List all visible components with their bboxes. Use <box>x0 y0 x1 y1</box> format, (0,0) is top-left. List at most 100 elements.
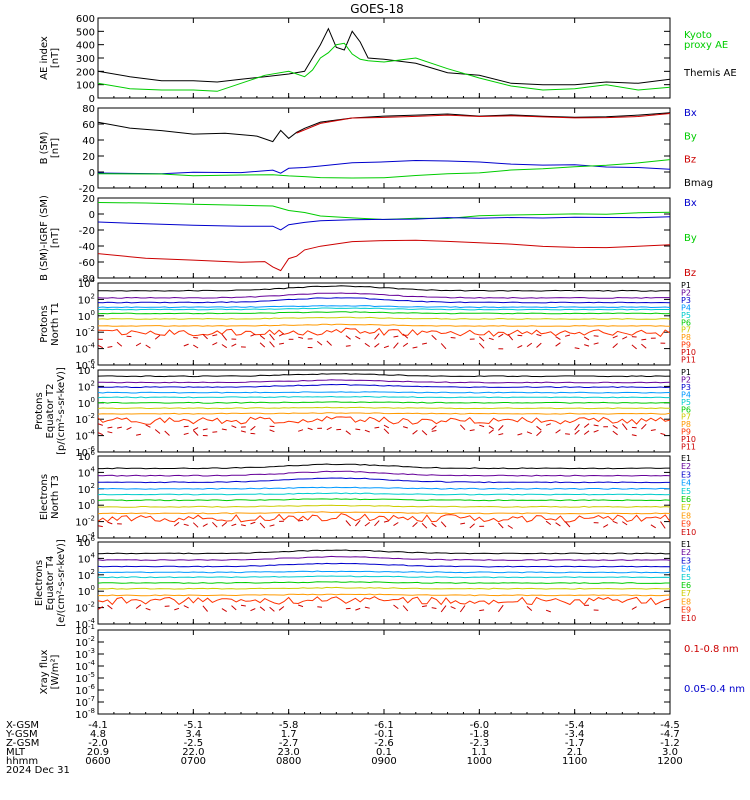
channel-segment <box>154 334 161 340</box>
channel-segment <box>250 608 256 612</box>
channel-segment <box>193 344 199 349</box>
channel-segment <box>583 423 590 428</box>
footer-value: -0.1 <box>374 729 394 740</box>
channel-segment <box>231 523 237 527</box>
legend-entry: P7 <box>681 413 691 422</box>
legend-entry: P3 <box>681 296 691 305</box>
legend-entry: P5 <box>681 398 691 407</box>
channel-line <box>98 307 670 311</box>
channel-segment <box>279 342 284 345</box>
footer-value: -3.4 <box>565 729 585 740</box>
channel-segment <box>355 607 361 611</box>
channel-segment <box>478 336 485 342</box>
channel-segment <box>193 337 199 339</box>
y-tick-label: 80 <box>82 104 95 115</box>
channel-segment <box>221 333 228 341</box>
footer-value: 0.1 <box>376 747 392 758</box>
channel-segment <box>231 605 237 611</box>
channel-segment <box>355 335 361 340</box>
channel-segment <box>393 604 399 609</box>
y-tick-label: -80 <box>79 274 95 285</box>
y-tick-label: 0 <box>89 210 95 221</box>
channel-segment <box>536 430 542 437</box>
y-tick-label: 10-4 <box>75 429 95 443</box>
y-tick-label: 10-2 <box>75 325 95 339</box>
channel-segment <box>545 520 552 526</box>
series-group <box>98 549 670 613</box>
channel-segment <box>459 605 466 613</box>
y-tick-label: 10-8 <box>75 707 95 721</box>
footer-value: 3.4 <box>185 729 201 740</box>
channel-segment <box>183 343 189 347</box>
channel-segment <box>498 433 504 436</box>
legend-entry: P7 <box>681 326 691 335</box>
y-tick-label: 100 <box>78 584 95 598</box>
channel-segment <box>298 429 304 432</box>
footer-value: 4.8 <box>90 729 106 740</box>
y-tick-label: 60 <box>82 120 95 131</box>
y-axis-label: B (SM)[nT] <box>39 131 61 164</box>
channel-line <box>98 391 670 394</box>
y-tick-label: 102 <box>78 379 95 393</box>
channel-line <box>98 415 670 425</box>
legend-entry: P10 <box>681 435 696 444</box>
channel-segment <box>393 335 399 338</box>
channel-segment <box>98 344 104 349</box>
channel-segment <box>536 342 542 348</box>
channel-segment <box>174 607 180 611</box>
channel-segment <box>383 520 389 523</box>
channel-segment <box>98 423 103 426</box>
channel-line <box>98 463 670 470</box>
footer-value: -4.5 <box>660 720 680 731</box>
legend-entry: P10 <box>681 348 696 357</box>
channel-segment <box>402 426 408 429</box>
channel-segment <box>536 425 542 431</box>
channel-segment <box>574 347 580 350</box>
legend-entry: E4 <box>681 479 691 488</box>
channel-line <box>98 511 670 515</box>
panel-2: -20 0 20 40 60 80 B (SM)[nT] Bx By Bz Bmag <box>39 104 713 195</box>
channel-segment <box>650 524 656 529</box>
channel-segment <box>440 521 447 528</box>
footer-value: 23.0 <box>278 747 300 758</box>
legend-entry: P4 <box>681 303 691 312</box>
channel-segment <box>402 333 409 339</box>
channel-line <box>98 311 670 315</box>
channel-segment <box>412 522 418 528</box>
channel-line <box>98 297 670 304</box>
legend-entry: By <box>684 233 697 244</box>
y-tick-label: 20 <box>82 152 95 163</box>
channel-segment <box>440 343 447 350</box>
channel-segment <box>307 427 313 431</box>
channel-segment <box>469 523 475 529</box>
y-tick-label: -20 <box>79 226 95 237</box>
channel-segment <box>584 344 590 347</box>
y-axis-label: ElectronsEquator T4[e/(cm²-s-sr-keV)] <box>34 539 67 627</box>
channel-line <box>98 581 670 584</box>
y-tick-label: -40 <box>79 242 95 253</box>
legend-entry: P8 <box>681 420 691 429</box>
channel-segment <box>612 520 618 524</box>
footer-value: 20.9 <box>87 747 109 758</box>
legend-entry: P6 <box>681 318 691 327</box>
channel-segment <box>212 334 218 337</box>
channel-line <box>98 555 670 561</box>
footer-value: -2.5 <box>184 738 204 749</box>
channel-segment <box>450 337 456 339</box>
y-tick-label: 0 <box>89 94 95 105</box>
channel-line <box>98 292 670 299</box>
footer-value: -1.7 <box>565 738 585 749</box>
channel-segment <box>459 424 466 431</box>
legend-entry: P5 <box>681 311 691 320</box>
channel-segment <box>98 432 104 436</box>
y-axis-label: ProtonsNorth T1 <box>39 302 61 346</box>
y-tick-label: 106 <box>78 449 96 463</box>
channel-segment <box>278 333 285 337</box>
channel-segment <box>555 522 561 527</box>
y-axis-label: AE index[nT] <box>39 36 61 80</box>
channel-segment <box>240 430 246 433</box>
y-tick-label: 20 <box>82 194 95 205</box>
series-group <box>98 27 670 92</box>
